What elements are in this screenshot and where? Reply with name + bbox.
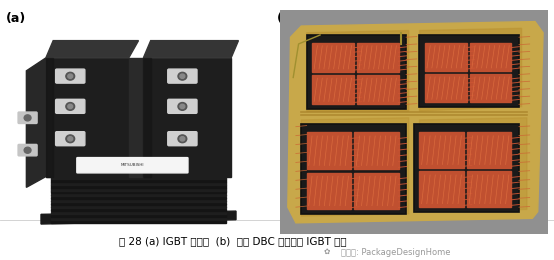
Circle shape bbox=[66, 102, 75, 110]
Bar bbox=[425, 43, 466, 71]
Polygon shape bbox=[51, 182, 226, 185]
Bar bbox=[307, 132, 351, 169]
Circle shape bbox=[66, 72, 75, 80]
Bar bbox=[354, 132, 398, 169]
Circle shape bbox=[68, 137, 73, 141]
Polygon shape bbox=[51, 179, 226, 182]
Polygon shape bbox=[51, 197, 226, 199]
Polygon shape bbox=[46, 58, 53, 177]
Polygon shape bbox=[51, 217, 226, 220]
Circle shape bbox=[68, 74, 73, 78]
Polygon shape bbox=[419, 118, 527, 212]
Polygon shape bbox=[51, 194, 226, 196]
Polygon shape bbox=[143, 58, 231, 177]
FancyBboxPatch shape bbox=[18, 112, 37, 124]
FancyBboxPatch shape bbox=[18, 144, 37, 156]
FancyBboxPatch shape bbox=[168, 132, 197, 146]
Text: 图 28 (a) IGBT 模块及  (b)  采用 DBC 基板封装 IGBT 模块: 图 28 (a) IGBT 模块及 (b) 采用 DBC 基板封装 IGBT 模… bbox=[119, 236, 346, 246]
Polygon shape bbox=[51, 188, 226, 191]
Bar bbox=[354, 173, 398, 209]
Circle shape bbox=[178, 72, 187, 80]
Polygon shape bbox=[301, 118, 409, 216]
Bar bbox=[419, 171, 464, 207]
FancyBboxPatch shape bbox=[55, 132, 85, 146]
Text: MITSUBISHI: MITSUBISHI bbox=[121, 163, 144, 167]
Circle shape bbox=[24, 147, 31, 153]
Polygon shape bbox=[307, 30, 409, 111]
Bar bbox=[307, 35, 406, 109]
Bar bbox=[419, 35, 519, 107]
Circle shape bbox=[178, 135, 187, 143]
Polygon shape bbox=[143, 58, 151, 177]
Polygon shape bbox=[51, 200, 226, 202]
Polygon shape bbox=[46, 58, 129, 177]
Bar bbox=[301, 125, 406, 214]
Circle shape bbox=[180, 74, 185, 78]
Circle shape bbox=[180, 137, 185, 141]
FancyBboxPatch shape bbox=[55, 99, 85, 113]
Text: ✿: ✿ bbox=[324, 247, 330, 256]
Bar bbox=[467, 132, 511, 168]
Bar bbox=[414, 125, 519, 212]
Bar bbox=[307, 173, 351, 209]
Polygon shape bbox=[51, 176, 226, 179]
Circle shape bbox=[68, 104, 73, 109]
Polygon shape bbox=[51, 191, 226, 193]
Circle shape bbox=[180, 104, 185, 109]
Polygon shape bbox=[51, 206, 226, 208]
Polygon shape bbox=[51, 214, 226, 217]
Bar bbox=[312, 75, 353, 104]
Polygon shape bbox=[288, 22, 543, 223]
FancyBboxPatch shape bbox=[168, 69, 197, 83]
Circle shape bbox=[178, 102, 187, 110]
Polygon shape bbox=[143, 41, 238, 58]
Polygon shape bbox=[27, 58, 46, 187]
FancyBboxPatch shape bbox=[168, 99, 197, 113]
Polygon shape bbox=[46, 41, 138, 58]
Text: (b): (b) bbox=[277, 12, 297, 25]
Bar bbox=[357, 75, 398, 104]
Text: 微信号: PackageDesignHome: 微信号: PackageDesignHome bbox=[341, 248, 450, 257]
Text: (a): (a) bbox=[6, 12, 26, 25]
Bar bbox=[467, 171, 511, 207]
Bar bbox=[312, 43, 353, 72]
Bar bbox=[357, 43, 398, 72]
Bar bbox=[470, 43, 511, 71]
Polygon shape bbox=[51, 203, 226, 205]
Polygon shape bbox=[419, 28, 522, 111]
Polygon shape bbox=[51, 220, 226, 223]
Bar bbox=[470, 74, 511, 102]
FancyBboxPatch shape bbox=[55, 69, 85, 83]
Circle shape bbox=[66, 135, 75, 143]
Bar bbox=[419, 132, 464, 168]
Polygon shape bbox=[51, 212, 226, 214]
Polygon shape bbox=[41, 211, 236, 224]
Bar bbox=[425, 74, 466, 102]
FancyBboxPatch shape bbox=[77, 158, 188, 173]
Circle shape bbox=[24, 115, 31, 121]
Polygon shape bbox=[51, 209, 226, 211]
Polygon shape bbox=[129, 58, 143, 177]
Polygon shape bbox=[51, 185, 226, 187]
